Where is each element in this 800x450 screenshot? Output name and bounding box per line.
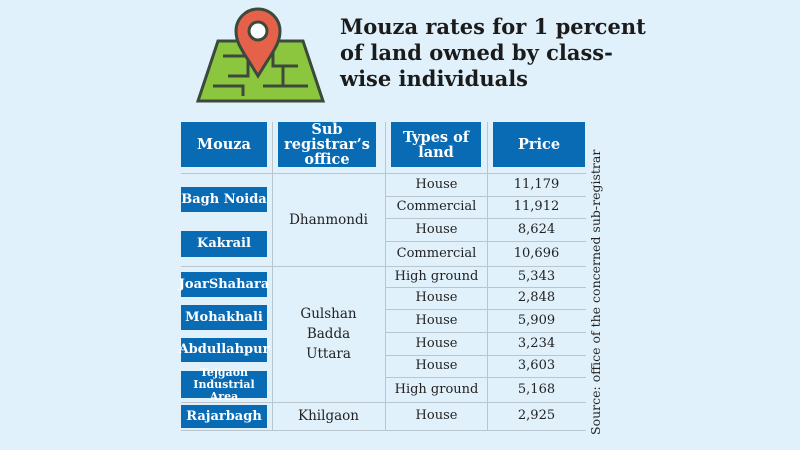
row-divider xyxy=(386,377,586,378)
mouza-badge: Rajarbagh xyxy=(181,405,267,428)
price-cell: 3,234 xyxy=(517,336,556,351)
land-type-cell: House xyxy=(415,408,458,423)
land-type-cell: Commercial xyxy=(396,246,477,261)
row-divider xyxy=(386,241,586,242)
sub-registrar-office: Dhanmondi xyxy=(289,211,368,228)
group-divider xyxy=(181,266,586,267)
mouza-badge: JoarShahara xyxy=(179,272,269,297)
header-sub-registrar: Sub registrar’s office xyxy=(278,122,376,167)
price-cell: 5,168 xyxy=(517,382,556,397)
map-pin-icon xyxy=(195,7,326,103)
group-divider xyxy=(181,173,586,174)
land-type-cell: House xyxy=(415,336,458,351)
sub-registrar-office: Gulshan Badda Uttara xyxy=(300,306,357,362)
land-type-cell: Commercial xyxy=(396,199,477,214)
land-type-cell: High ground xyxy=(394,269,479,284)
price-cell: 3,603 xyxy=(517,358,556,373)
row-divider xyxy=(386,355,586,356)
mouza-badge: Tejgaon Industrial Area xyxy=(181,366,267,402)
header-types-of-land: Types of land xyxy=(391,122,481,167)
sub-registrar-office: Khilgaon xyxy=(298,408,359,424)
mouza-badge: Mohakhali xyxy=(181,305,267,330)
mouza-badge: Bagh Noida xyxy=(181,187,267,212)
price-cell: 2,848 xyxy=(517,290,556,305)
mouza-badge: Kakrail xyxy=(181,231,267,257)
row-divider xyxy=(386,332,586,333)
land-type-cell: High ground xyxy=(394,382,479,397)
price-cell: 11,179 xyxy=(513,177,560,192)
price-cell: 11,912 xyxy=(513,199,560,214)
price-cell: 5,909 xyxy=(517,313,556,328)
land-type-cell: House xyxy=(415,358,458,373)
row-divider xyxy=(386,196,586,197)
divider xyxy=(272,122,273,430)
land-type-cell: House xyxy=(415,290,458,305)
row-divider xyxy=(386,218,586,219)
group-divider xyxy=(181,402,586,403)
divider xyxy=(487,122,488,430)
mouza-badge: Abdullahpur xyxy=(179,338,269,362)
price-cell: 5,343 xyxy=(517,269,556,284)
source-note: Source: office of the concerned sub-regi… xyxy=(588,149,603,435)
land-type-cell: House xyxy=(415,177,458,192)
price-cell: 10,696 xyxy=(513,246,560,261)
land-type-cell: House xyxy=(415,222,458,237)
row-divider xyxy=(386,287,586,288)
divider xyxy=(385,122,386,430)
price-cell: 2,925 xyxy=(517,408,556,423)
land-type-cell: House xyxy=(415,313,458,328)
group-divider xyxy=(181,430,586,431)
chart-title: Mouza rates for 1 percent of land owned … xyxy=(340,14,646,91)
row-divider xyxy=(386,309,586,310)
header-price: Price xyxy=(493,122,585,167)
price-cell: 8,624 xyxy=(517,222,556,237)
header-mouza: Mouza xyxy=(181,122,267,167)
